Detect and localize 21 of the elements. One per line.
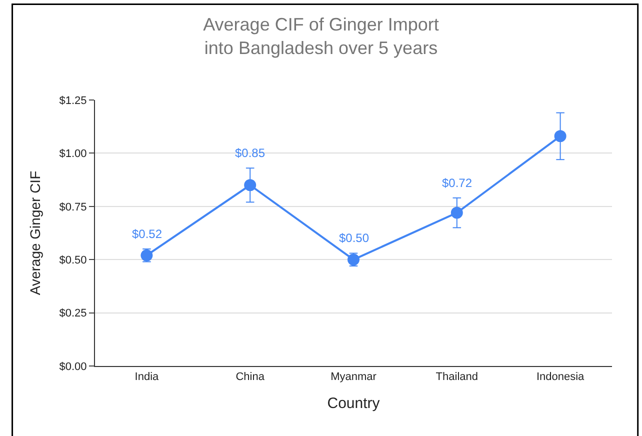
point [554, 130, 566, 142]
y-axis-title: Average Ginger CIF [26, 170, 43, 296]
data-label: $0.72 [442, 176, 472, 190]
x-tick-label: China [236, 371, 266, 384]
x-tick-label: Thailand [436, 371, 478, 384]
y-tick-label: $0.00 [59, 360, 87, 373]
data-label: $0.50 [339, 231, 370, 245]
data-label: $0.85 [235, 146, 266, 160]
y-tick-label: $1.25 [59, 94, 87, 107]
y-tick-label: $0.50 [59, 254, 87, 266]
y-tick-label: $0.75 [59, 201, 87, 214]
point [450, 206, 463, 219]
x-tick-label: Myanmar [330, 371, 377, 384]
chart-title: Average CIF of Ginger Import into Bangladesh over 5 years [203, 14, 439, 58]
data-label: $0.52 [132, 227, 162, 241]
x-tick-label: India [134, 371, 160, 384]
y-tick-label: $0.25 [59, 308, 87, 320]
x-tick-label: Indonesia [536, 371, 586, 384]
point [244, 179, 256, 192]
x-axis-title: Country [327, 395, 380, 412]
y-tick-label: $1.00 [59, 148, 87, 160]
